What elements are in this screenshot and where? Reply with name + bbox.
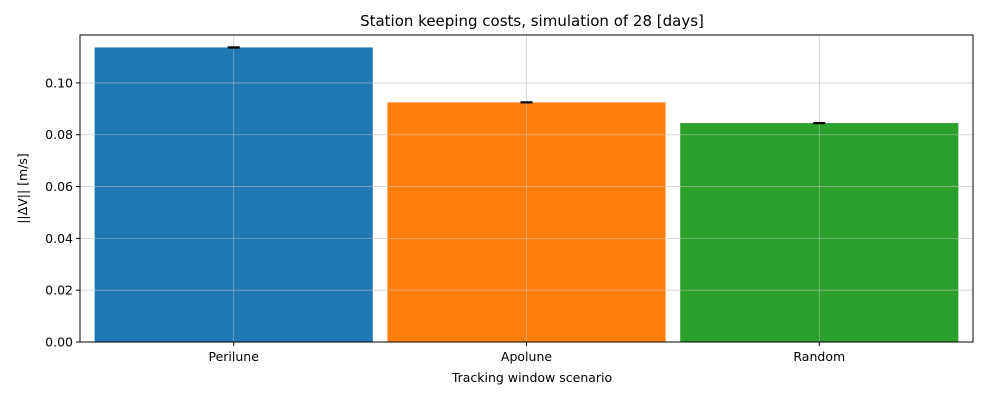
y-tick-label: 0.08 bbox=[45, 127, 73, 142]
error-bars bbox=[227, 46, 826, 125]
x-axis-title: Tracking window scenario bbox=[451, 370, 612, 385]
x-tick-label-perilune: Perilune bbox=[209, 349, 260, 364]
y-tick-label: 0.04 bbox=[45, 231, 73, 246]
x-tick-label-random: Random bbox=[793, 349, 845, 364]
y-tick-label: 0.00 bbox=[45, 335, 73, 350]
chart-title: Station keeping costs, simulation of 28 … bbox=[360, 12, 704, 30]
y-tick-label: 0.10 bbox=[45, 75, 73, 90]
y-axis-ticks: 0.00 0.02 0.04 0.06 0.08 0.10 bbox=[45, 75, 80, 350]
y-tick-label: 0.06 bbox=[45, 179, 73, 194]
x-axis-ticks: Perilune Apolune Random bbox=[209, 342, 845, 364]
y-tick-label: 0.02 bbox=[45, 283, 73, 298]
y-axis-title: ||ΔV|| [m/s] bbox=[15, 153, 30, 224]
x-tick-label-apolune: Apolune bbox=[501, 349, 552, 364]
